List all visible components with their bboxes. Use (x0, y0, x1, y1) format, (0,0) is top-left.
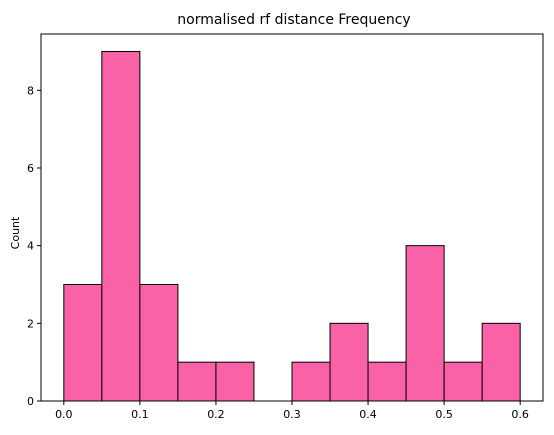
histogram-bar (481, 322, 521, 402)
histogram-bar (291, 361, 331, 402)
histogram-bar (329, 322, 369, 402)
histogram-bar (443, 361, 483, 402)
histogram-bar (101, 50, 141, 402)
histogram-bar (177, 361, 217, 402)
histogram-bar (215, 361, 255, 402)
x-tick-label: 0.5 (435, 408, 453, 421)
x-tick-label: 0.3 (283, 408, 301, 421)
y-tick-label: 0 (27, 395, 34, 408)
y-tick-label: 4 (27, 240, 34, 253)
x-tick-label: 0.6 (511, 408, 529, 421)
y-tick-label: 8 (27, 84, 34, 97)
y-axis-label: Count (9, 216, 22, 249)
x-tick-label: 0.0 (55, 408, 73, 421)
plot-frame (40, 33, 544, 402)
histogram-bar (139, 283, 179, 402)
y-tick-label: 2 (27, 317, 34, 330)
chart-title: normalised rf distance Frequency (177, 12, 410, 28)
histogram-bar (405, 245, 445, 402)
bars-group (63, 50, 521, 402)
x-tick-label: 0.1 (131, 408, 149, 421)
x-tick-label: 0.2 (207, 408, 225, 421)
x-axis: 0.0 0.1 0.2 0.3 0.4 0.5 0.6 (55, 401, 529, 421)
y-axis: 0 2 4 6 8 (27, 84, 41, 408)
x-tick-label: 0.4 (359, 408, 377, 421)
y-tick-label: 6 (27, 162, 34, 175)
histogram-bar (63, 283, 103, 402)
histogram-bar (367, 361, 407, 402)
